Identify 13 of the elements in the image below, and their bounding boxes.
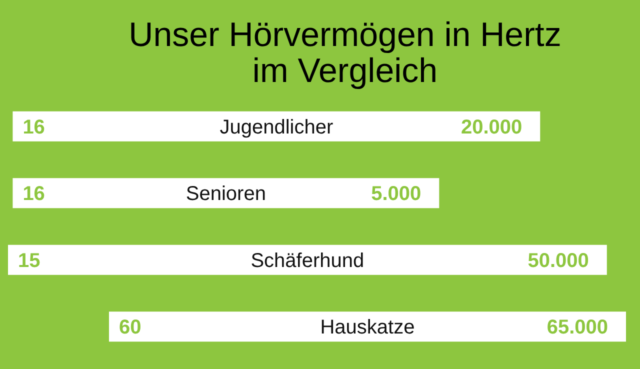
data-label: 16 [22,116,45,138]
category-label: Jugendlicher [220,116,334,138]
category-label: Hauskatze [320,316,415,339]
data-label: 50.000 [528,250,589,272]
category-label: Schäferhund [250,250,364,272]
data-label: 60 [118,316,142,339]
data-label: 20.000 [460,116,522,138]
category-label: Senioren [186,183,266,206]
data-label: 16 [22,183,45,206]
data-label: 5.000 [371,183,422,206]
data-label: 15 [18,250,40,272]
data-label: 65.000 [546,316,608,339]
text: Unser Hörvermögen in Hertz im Vergleich [128,16,562,90]
